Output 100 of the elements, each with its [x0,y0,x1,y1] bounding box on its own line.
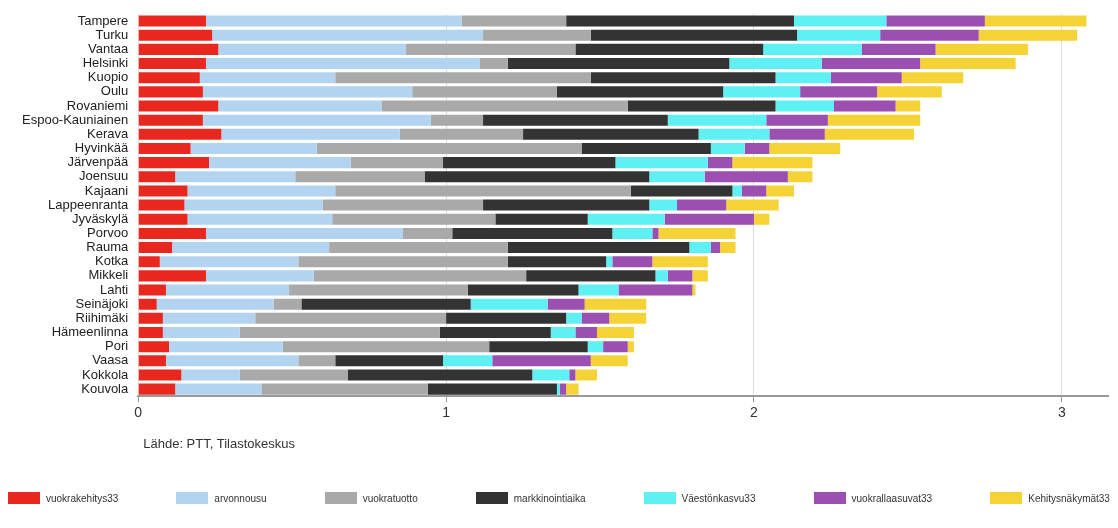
bar [162,312,256,324]
bar [492,355,591,367]
bar [172,242,330,254]
bar [461,15,567,27]
bar [720,242,736,254]
bar [138,142,191,154]
bar [138,355,166,367]
bar [443,355,493,367]
bar [205,15,462,27]
bar [184,199,323,211]
bar [138,341,170,353]
bar [138,326,163,339]
bar [763,43,862,55]
y-tick-label: Joensuu [79,168,129,184]
legend-label: vuokrallaasuvat33 [851,492,933,504]
bar [165,284,290,296]
bar [507,256,607,268]
bar [205,270,314,282]
bar [627,341,634,353]
y-tick-label: Espoo-Kauniainen [22,111,129,127]
bar [156,298,274,310]
bar [335,355,444,367]
bar [138,43,219,55]
bar [664,213,754,225]
bar [483,29,591,41]
bar [797,29,881,41]
bar [556,86,724,98]
bar [138,213,188,225]
bar [495,213,588,225]
bar [202,86,413,98]
bar [350,157,444,169]
bar [575,369,597,381]
bar [566,312,582,324]
bar [775,72,831,84]
bar [467,284,579,296]
bar [532,369,570,381]
bar [298,355,336,367]
bar [329,242,508,254]
bar [984,15,1087,27]
bar [138,369,182,381]
bar [175,383,262,395]
bar [821,58,921,70]
bar [403,227,453,239]
bar [547,298,585,310]
bar [427,383,557,395]
bar [596,326,634,339]
bar [470,298,548,310]
bar [766,185,794,197]
y-tick-label: Lahti [100,281,129,297]
bar [652,227,659,239]
bar [566,383,579,395]
y-tick-label: Helsinki [82,55,129,71]
bar [732,157,813,169]
bar [658,227,736,239]
bar [187,213,333,225]
bar [630,185,733,197]
bar [550,326,576,339]
bar [138,128,222,140]
bar [175,171,296,183]
legend-label: markkinointiaika [513,492,586,504]
bar [138,298,157,310]
bar [753,213,770,225]
bar [627,100,776,112]
bar [138,157,210,169]
bar [138,100,219,112]
bar [590,355,628,367]
bar [575,43,764,55]
bar [479,58,508,70]
bar [181,369,240,381]
bar [556,383,561,395]
bar [612,256,653,268]
bar [347,369,533,381]
bar [609,312,647,324]
bar [406,43,576,55]
y-tick-label: Kotka [95,253,130,269]
bar [566,15,794,27]
bar [726,199,779,211]
y-tick-label: Mikkeli [88,267,129,283]
bar [935,43,1028,55]
bar [723,86,801,98]
bar [710,142,745,154]
y-tick-label: Hämeenlinna [51,324,130,340]
x-tick-label: 1 [442,404,451,421]
x-tick-label: 2 [750,404,759,421]
bar [199,72,336,84]
bar [587,341,604,353]
bar [741,185,767,197]
bar [298,256,508,268]
bar [732,185,742,197]
bar [332,213,496,225]
bar [655,270,668,282]
bar [443,157,616,169]
bar [439,326,551,339]
bar [507,242,690,254]
bar [452,227,613,239]
bar [138,15,206,27]
bar [652,256,708,268]
y-tick-label: Vantaa [88,40,129,56]
bar [744,142,770,154]
bar [322,199,484,211]
